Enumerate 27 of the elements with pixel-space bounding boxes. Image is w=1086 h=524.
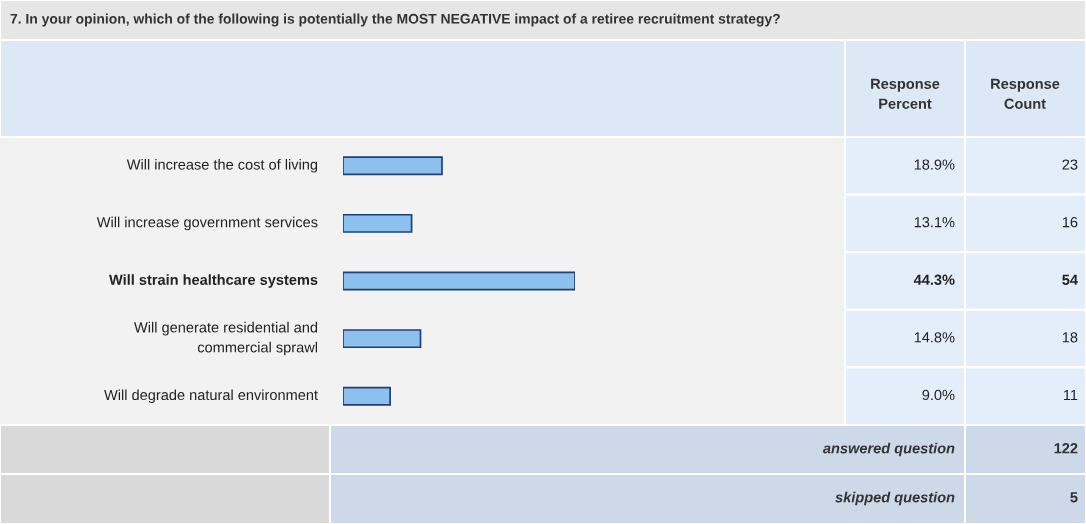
data-label: 44.3% xyxy=(913,274,955,285)
data-label: 18.9% xyxy=(914,159,955,170)
text: 122 xyxy=(1054,443,1078,454)
y-tick-label: Will increase the cost of living xyxy=(126,159,318,173)
bar xyxy=(343,213,413,233)
data-label: 14.8% xyxy=(914,332,955,343)
text: 16 xyxy=(1062,216,1078,228)
text: 5 xyxy=(1070,492,1078,503)
bar xyxy=(343,271,575,291)
text: Response Count xyxy=(991,78,1060,109)
text: skipped question xyxy=(835,491,955,506)
text: 54 xyxy=(1062,274,1078,285)
bar xyxy=(343,329,422,349)
bar xyxy=(343,156,443,176)
bar xyxy=(343,386,391,406)
text: Response Percent xyxy=(871,78,940,109)
y-tick-label: Will increase government services xyxy=(96,216,318,231)
text: 18 xyxy=(1062,332,1078,343)
y-tick-label: Will strain healthcare systems xyxy=(109,274,318,288)
chart-title: 7. In your opinion, which of the following is potentially the MOST NEGATIVE impact of a retiree recruitment strategy? xyxy=(10,13,780,27)
data-label: 13.1% xyxy=(914,216,955,228)
y-tick-label: Will degrade natural environment xyxy=(104,389,318,403)
text: 23 xyxy=(1062,159,1078,170)
data-label: 9.0% xyxy=(922,389,955,401)
text: answered question xyxy=(822,442,955,457)
y-tick-label: Will generate residential and commercial sprawl xyxy=(134,321,318,356)
text: 11 xyxy=(1063,389,1078,400)
